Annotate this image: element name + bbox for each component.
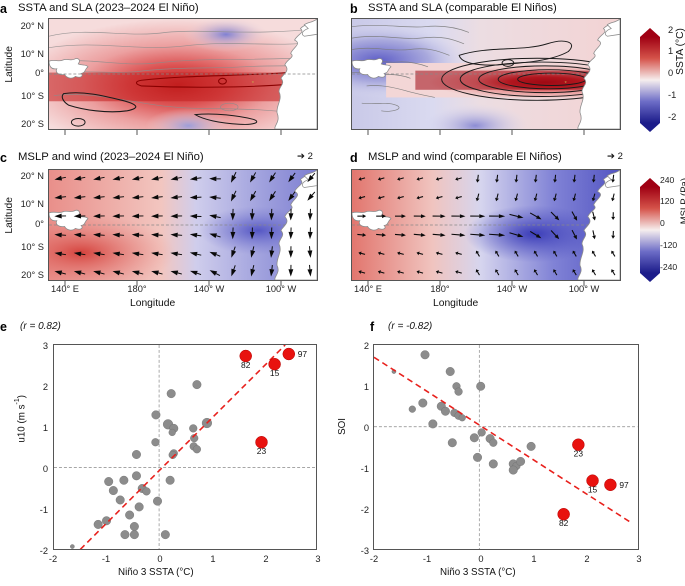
svg-text:15: 15 xyxy=(269,368,279,378)
svg-text:97: 97 xyxy=(620,480,630,490)
svg-text:82: 82 xyxy=(559,518,569,528)
svg-text:23: 23 xyxy=(256,446,266,456)
svg-text:97: 97 xyxy=(297,349,307,359)
svg-text:23: 23 xyxy=(574,449,584,459)
svg-text:82: 82 xyxy=(241,360,251,370)
svg-text:15: 15 xyxy=(588,485,598,495)
